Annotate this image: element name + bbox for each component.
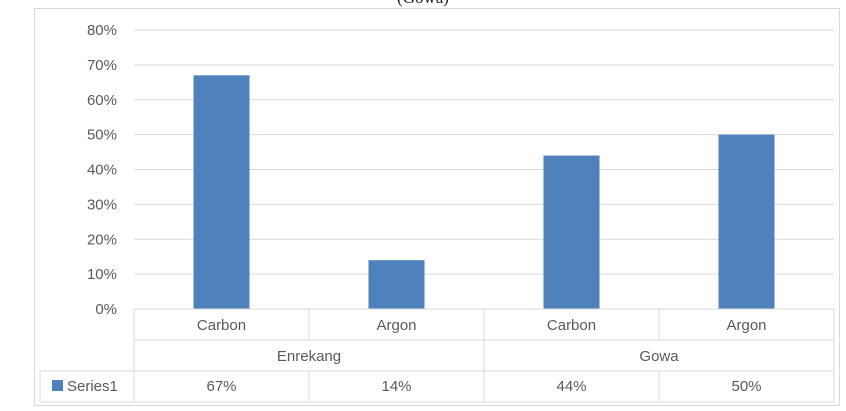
x-group-label: Gowa — [639, 348, 679, 365]
bar — [368, 260, 425, 309]
bar — [543, 155, 600, 309]
x-category-label: Carbon — [547, 317, 596, 334]
y-tick-label: 10% — [87, 266, 117, 283]
y-tick-label: 20% — [87, 231, 117, 248]
legend-key — [52, 380, 63, 391]
data-value-label: 14% — [381, 378, 411, 395]
legend-series-label: Series1 — [67, 378, 118, 395]
chart-caption: (Gowa) — [0, 0, 846, 8]
y-tick-label: 60% — [87, 92, 117, 109]
y-tick-label: 0% — [95, 301, 117, 318]
y-tick-label: 30% — [87, 196, 117, 213]
data-value-label: 50% — [731, 378, 761, 395]
y-tick-label: 70% — [87, 57, 117, 74]
bar — [193, 75, 250, 310]
x-group-label: Enrekang — [277, 348, 341, 365]
x-category-label: Carbon — [197, 317, 246, 334]
y-tick-label: 40% — [87, 162, 117, 179]
y-tick-label: 80% — [87, 22, 117, 39]
x-category-label: Argon — [376, 317, 416, 334]
chart-frame — [34, 8, 840, 406]
data-value-label: 44% — [556, 378, 586, 395]
y-tick-label: 50% — [87, 127, 117, 144]
bar — [718, 134, 775, 309]
x-category-label: Argon — [726, 317, 766, 334]
data-value-label: 67% — [206, 378, 236, 395]
